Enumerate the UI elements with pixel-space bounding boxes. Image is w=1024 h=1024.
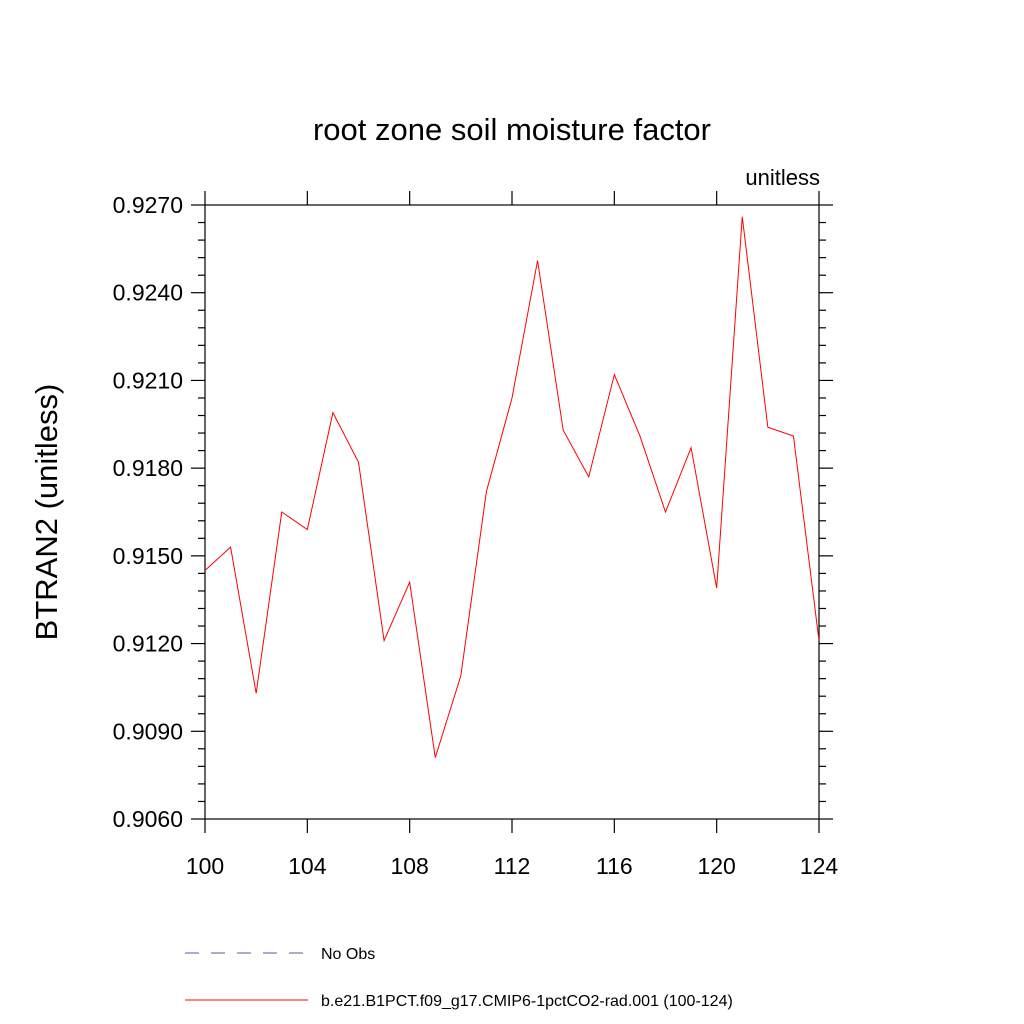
x-tick-label: 112: [494, 853, 531, 879]
y-tick-label: 0.9090: [113, 718, 183, 744]
axis-ticks: [191, 191, 833, 833]
y-tick-label: 0.9120: [113, 631, 183, 657]
x-tick-label: 104: [288, 853, 327, 879]
plot-frame: [204, 204, 820, 820]
y-tick-label: 0.9210: [113, 367, 183, 393]
series-line-0: [204, 216, 820, 758]
y-tick-label: 0.9060: [113, 806, 183, 832]
x-tick-label: 120: [697, 853, 735, 879]
y-tick-label: 0.9180: [113, 455, 183, 481]
y-axis-label: BTRAN2 (unitless): [29, 384, 64, 641]
x-tick-label: 100: [186, 853, 224, 879]
y-tick-label: 0.9240: [113, 280, 183, 306]
legend-label-model-run: b.e21.B1PCT.f09_g17.CMIP6-1pctCO2-rad.00…: [321, 993, 733, 1010]
legend-label-no-obs: No Obs: [321, 946, 375, 963]
x-tick-label: 124: [800, 853, 839, 879]
series-layer: [204, 216, 820, 758]
x-tick-label: 116: [596, 853, 633, 879]
y-tick-labels: 0.9060 0.9090 0.9120 0.9150 0.9180 0.9210 0.92…: [113, 192, 183, 832]
units-label: unitless: [745, 165, 820, 190]
x-tick-label: 108: [390, 853, 428, 879]
chart-title: root zone soil moisture factor: [313, 112, 711, 147]
y-tick-label: 0.9270: [113, 192, 183, 218]
y-tick-label: 0.9150: [113, 543, 183, 569]
legend: No Obs b.e21.B1PCT.f09_g17.CMIP6-1pctCO2…: [185, 946, 733, 1010]
x-tick-labels: 100 104 108 112 116 120 124: [186, 853, 839, 879]
